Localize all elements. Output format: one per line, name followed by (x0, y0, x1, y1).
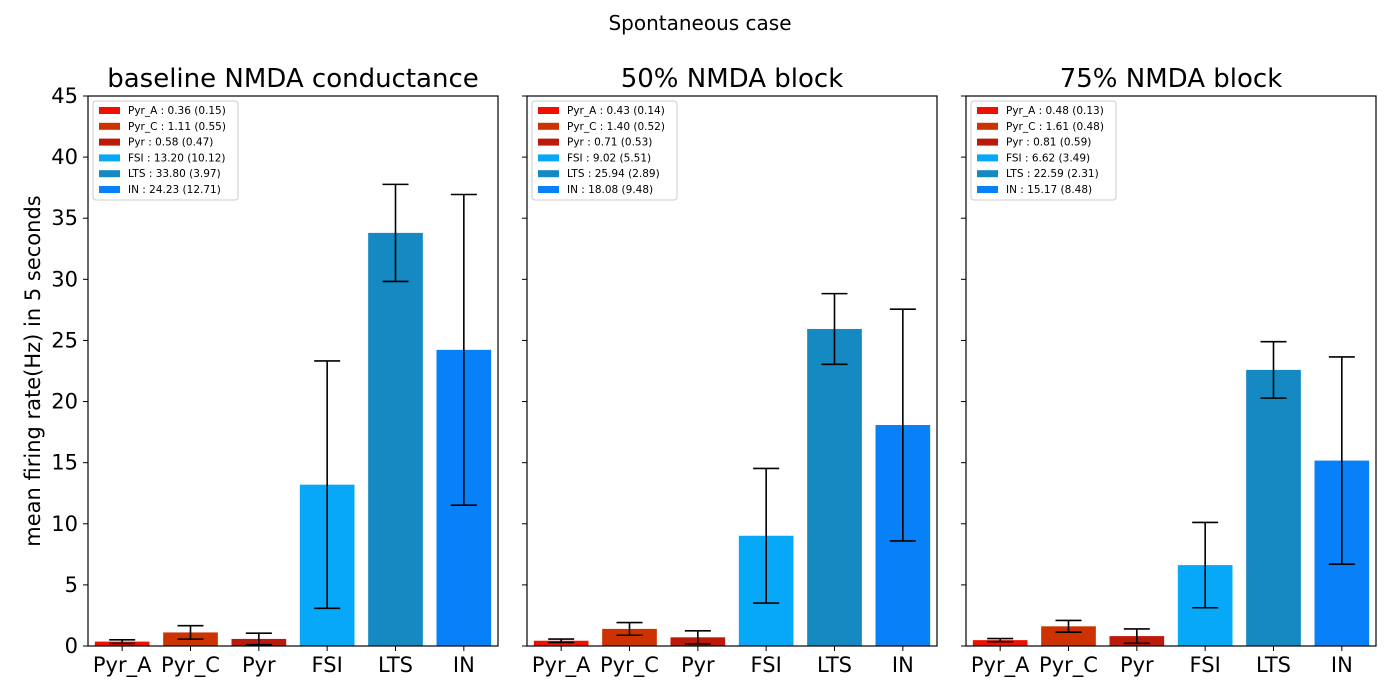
legend-swatch (977, 138, 998, 146)
legend: Pyr_A : 0.43 (0.14) Pyr_C : 1.40 (0.52) Py… (531, 100, 678, 201)
y-axis-label: mean firing rate(Hz) in 5 seconds (21, 195, 45, 546)
x-tick-label: FSI (1190, 653, 1221, 677)
legend-entry: IN : 24.23 (12.71) (128, 184, 221, 196)
legend-swatch (538, 186, 559, 193)
legend-swatch (977, 107, 998, 114)
x-tick-label: Pyr_C (1039, 653, 1098, 678)
x-tick-label: FSI (312, 653, 343, 677)
legend-entry: LTS : 25.94 (2.89) (567, 168, 660, 180)
x-tick-label: FSI (751, 653, 782, 677)
y-tick-label: 5 (65, 573, 78, 597)
legend-entry: Pyr_A : 0.43 (0.14) (567, 105, 665, 117)
chart-panel-2: 50% NMDA block Pyr_A Pyr_C Pyr FSI LTS IN Pyr_A… (522, 64, 938, 678)
y-tick-label: 45 (51, 84, 78, 108)
legend-entry: FSI : 9.02 (5.51) (567, 152, 651, 164)
legend-entry: Pyr : 0.71 (0.53) (567, 137, 652, 149)
legend-swatch (538, 138, 559, 146)
bar-pyr-a (533, 640, 589, 646)
legend-entry: IN : 18.08 (9.48) (567, 184, 653, 196)
x-tick-label: Pyr_C (600, 653, 659, 678)
legend-entry: FSI : 6.62 (3.49) (1006, 152, 1090, 164)
legend-entry: Pyr_C : 1.61 (0.48) (1006, 121, 1104, 133)
bar-pyr-a (972, 640, 1028, 646)
legend-swatch (99, 138, 120, 146)
bar-lts (368, 232, 423, 646)
bar-pyr-c (602, 628, 657, 646)
legend: Pyr_A : 0.36 (0.15) Pyr_C : 1.11 (0.55) Py… (92, 100, 239, 201)
x-tick-label: LTS (1256, 653, 1291, 677)
x-tick-label: Pyr_A (532, 653, 591, 678)
legend-swatch (99, 186, 120, 193)
y-tick-label: 25 (51, 328, 78, 352)
legend-swatch (977, 170, 998, 178)
legend-entry: FSI : 13.20 (10.12) (128, 152, 225, 164)
x-tick-label: Pyr_A (971, 653, 1030, 678)
y-tick-label: 30 (51, 267, 78, 291)
legend-entry: Pyr_A : 0.48 (0.13) (1006, 105, 1104, 117)
x-tick-label: IN (1331, 653, 1353, 677)
legend-entry: Pyr : 0.58 (0.47) (128, 137, 213, 149)
x-tick-label: Pyr (681, 653, 715, 677)
legend-swatch (977, 154, 998, 162)
legend-entry: Pyr : 0.81 (0.59) (1006, 137, 1091, 149)
legend-entry: Pyr_C : 1.40 (0.52) (567, 121, 665, 133)
legend-swatch (977, 122, 998, 130)
legend-swatch (99, 107, 120, 114)
legend-swatch (99, 170, 120, 178)
legend-box (970, 100, 1117, 201)
axes-frame (87, 95, 499, 647)
legend-entry: IN : 15.17 (8.48) (1006, 184, 1092, 196)
chart-panel-3: 75% NMDA block Pyr_A Pyr_C Pyr FSI LTS IN Pyr_A… (961, 64, 1377, 678)
legend-entry: Pyr_C : 1.11 (0.55) (128, 121, 226, 133)
legend-entry: LTS : 33.80 (3.97) (128, 168, 221, 180)
legend-entry: Pyr_A : 0.36 (0.15) (128, 105, 226, 117)
legend-box (531, 100, 678, 201)
x-tick-label: Pyr_C (161, 653, 220, 678)
panel-title: baseline NMDA conductance (107, 64, 479, 94)
x-tick-label: Pyr (1120, 653, 1154, 677)
bar-lts (1246, 369, 1301, 646)
bar-lts (807, 328, 862, 646)
y-tick-label: 15 (51, 451, 78, 475)
y-tick-label: 40 (51, 145, 78, 169)
y-tick-label: 0 (65, 634, 78, 658)
y-tick-label: 20 (51, 390, 78, 414)
x-tick-label: IN (892, 653, 914, 677)
x-tick-label: Pyr_A (93, 653, 152, 678)
bar-pyr-c (1041, 626, 1096, 646)
legend: Pyr_A : 0.48 (0.13) Pyr_C : 1.61 (0.48) Py… (970, 100, 1117, 201)
x-tick-label: LTS (378, 653, 413, 677)
legend-swatch (99, 154, 120, 162)
panel-title: 75% NMDA block (1060, 64, 1283, 94)
legend-box (92, 100, 239, 201)
panels: baseline NMDA conductance Pyr_A Pyr_C Pyr FS… (51, 64, 1377, 678)
y-tick-label: 10 (51, 512, 78, 536)
axes-frame (965, 95, 1377, 647)
legend-swatch (99, 122, 120, 130)
x-tick-label: Pyr (242, 653, 276, 677)
y-tick-label: 35 (51, 206, 78, 230)
x-tick-label: LTS (817, 653, 852, 677)
chart-panel-1: baseline NMDA conductance Pyr_A Pyr_C Pyr FS… (51, 64, 499, 678)
x-tick-label: IN (453, 653, 475, 677)
legend-entry: LTS : 22.59 (2.31) (1006, 168, 1099, 180)
legend-swatch (538, 122, 559, 130)
legend-swatch (538, 154, 559, 162)
panel-title: 50% NMDA block (621, 64, 844, 94)
legend-swatch (538, 107, 559, 114)
legend-swatch (538, 170, 559, 178)
axes-frame (526, 95, 938, 647)
legend-swatch (977, 186, 998, 193)
figure-suptitle: Spontaneous case (608, 11, 791, 35)
